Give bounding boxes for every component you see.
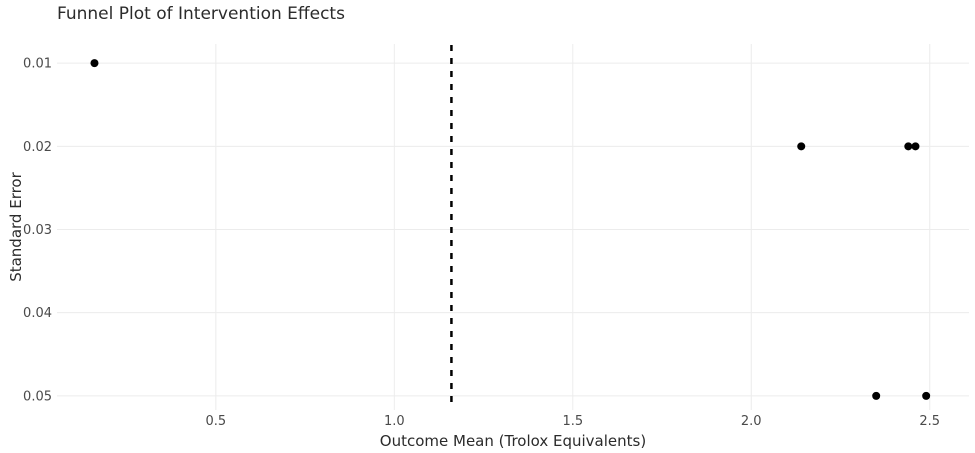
data-point bbox=[904, 142, 913, 151]
x-tick-label: 2.5 bbox=[919, 414, 940, 429]
data-point bbox=[90, 59, 99, 68]
y-tick-label: 0.02 bbox=[23, 140, 52, 155]
chart-title: Funnel Plot of Intervention Effects bbox=[57, 4, 345, 24]
x-tick-label: 2.0 bbox=[741, 414, 762, 429]
y-tick-label: 0.04 bbox=[23, 306, 52, 321]
data-point bbox=[922, 391, 931, 400]
data-point bbox=[911, 142, 920, 151]
x-tick-label: 1.5 bbox=[562, 414, 583, 429]
data-point bbox=[872, 391, 881, 400]
x-tick-label: 0.5 bbox=[205, 414, 226, 429]
x-tick-label: 1.0 bbox=[384, 414, 405, 429]
y-tick-label: 0.05 bbox=[23, 389, 52, 404]
y-tick-label: 0.03 bbox=[23, 223, 52, 238]
y-tick-label: 0.01 bbox=[23, 57, 52, 72]
data-point bbox=[797, 142, 806, 151]
x-axis-title: Outcome Mean (Trolox Equivalents) bbox=[379, 432, 647, 450]
